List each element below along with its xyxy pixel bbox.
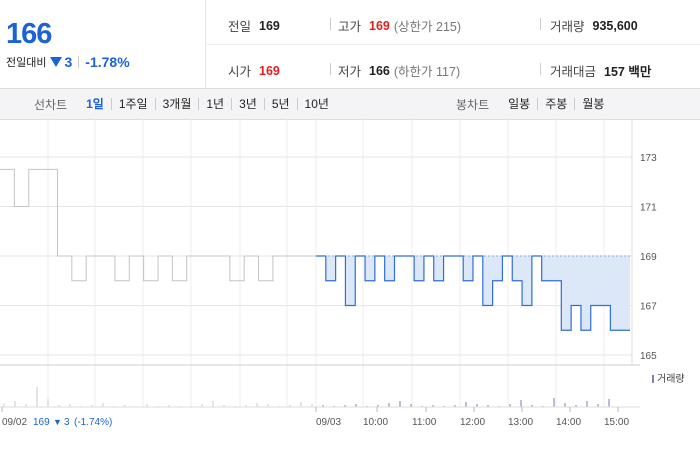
period-3y-button[interactable]: 3년 [231,98,264,110]
current-price: 166 [6,18,52,50]
change-percent: -1.78% [85,54,130,70]
stat-low-limit: (하한가 117) [393,65,461,79]
prev-day-price-line [0,168,316,282]
y-tick-label: 169 [640,252,657,263]
prev-change-value: 3 [64,417,70,428]
down-triangle-icon [50,57,63,67]
line-chart-title: 선차트 [34,97,68,112]
y-axis-ticks: 173 171 169 167 165 [640,153,657,362]
prev-change-pct: (-1.74%) [74,417,112,428]
prev-change-icon: ▼ [53,417,62,427]
stat-high: 고가 169 (상한가 215) [338,16,461,35]
stat-amount-label: 거래대금 [550,65,597,79]
stat-high-limit: (상한가 215) [393,20,462,34]
volume-legend-swatch [652,375,654,383]
x-axis-ticks: 09/02 09/03 10:00 11:00 12:00 13:00 14:00 15:00 [1,407,629,428]
candle-chart-title: 봉차트 [456,97,490,112]
period-selector-bar: 선차트 1일 1주일 3개월 1년 3년 5년 10년 봉차트 일봉 주봉 월봉 [0,88,700,120]
x-tick-label: 09/02 [2,417,27,428]
candle-weekly-button[interactable]: 주봉 [537,98,574,110]
period-1w-button[interactable]: 1주일 [110,98,155,110]
stat-open-label: 시가 [228,65,252,79]
price-chart: 173 171 169 167 165 거래량 09/02 09/03 10:00 11:00… [0,119,685,428]
stat-open: 시가 169 [228,61,280,80]
period-5y-button[interactable]: 5년 [263,98,297,110]
divider [330,18,331,30]
x-tick-label: 14:00 [556,417,581,428]
stat-amount-value: 157 백만 [604,65,652,79]
candle-chart-periods: 봉차트 일봉 주봉 월봉 [456,89,611,119]
stat-low: 저가 166 (하한가 117) [338,61,460,80]
quote-header: 166 전일대비 3 -1.78% 전일 169 고가 169 (상한가 215… [0,0,700,88]
period-1y-button[interactable]: 1년 [198,98,231,110]
stat-prev-label: 전일 [228,20,252,34]
change-value: 3 [64,54,73,70]
x-tick-label: 09/03 [316,417,341,428]
today-price-line [316,255,630,331]
stat-volume-label: 거래량 [550,20,585,34]
line-chart-periods: 선차트 1일 1주일 3개월 1년 3년 5년 10년 [34,89,336,119]
stat-low-value: 166 [369,63,390,78]
chart-grid [0,119,633,407]
y-tick-label: 167 [640,302,657,313]
row-divider [205,44,700,45]
stat-amount: 거래대금 157 백만 [550,61,651,80]
stat-prev-value: 169 [259,18,280,33]
candle-monthly-button[interactable]: 월봉 [574,98,611,110]
period-10y-button[interactable]: 10년 [296,98,336,110]
period-1d-button[interactable]: 1일 [86,97,104,111]
divider [540,18,541,30]
volume-legend: 거래량 [657,373,685,385]
y-tick-label: 173 [640,153,657,164]
x-tick-label: 13:00 [508,417,533,428]
stat-prev: 전일 169 [228,16,280,35]
divider [330,63,331,75]
stat-volume: 거래량 935,600 [550,16,638,35]
y-tick-label: 165 [640,351,657,362]
divider [540,63,541,75]
x-tick-label: 10:00 [363,417,388,428]
stat-high-value: 169 [369,18,390,33]
x-tick-label: 11:00 [412,417,437,428]
change-line: 전일대비 3 -1.78% [6,54,130,70]
x-tick-label: 12:00 [460,417,485,428]
y-tick-label: 171 [640,203,657,214]
stat-low-label: 저가 [338,65,362,79]
x-tick-label: 15:00 [604,417,629,428]
stat-open-value: 169 [259,63,280,78]
period-3m-button[interactable]: 3개월 [154,98,199,110]
candle-daily-button[interactable]: 일봉 [508,97,531,111]
prev-close-value: 169 [33,417,50,428]
stat-high-label: 고가 [338,20,362,34]
stat-volume-value: 935,600 [592,18,638,33]
change-label: 전일대비 [6,57,47,69]
divider [78,56,80,68]
current-price-box: 166 전일대비 3 -1.78% [0,0,206,88]
